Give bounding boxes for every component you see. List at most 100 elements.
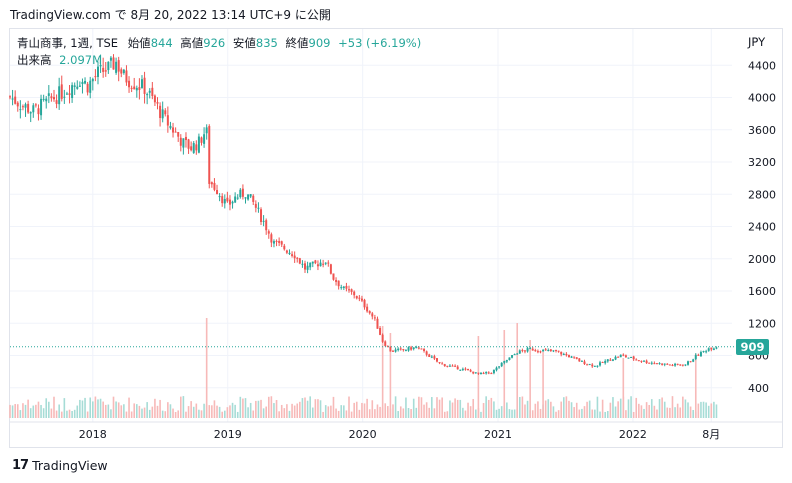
volume-bar [394, 396, 397, 418]
candle-body [236, 197, 239, 199]
volume-bar [441, 397, 443, 418]
candle-body [327, 262, 330, 264]
volume-label: 出来高 [17, 53, 52, 67]
volume-bar [612, 397, 614, 418]
candle-body [376, 318, 379, 329]
volume-bar [35, 404, 37, 418]
volume-bar [16, 404, 19, 418]
candle-body [68, 93, 71, 96]
candle-body [495, 367, 498, 371]
candle-body [60, 84, 63, 99]
candle-body [648, 362, 651, 364]
y-tick-label: 2000 [748, 253, 776, 266]
candle-body [681, 364, 684, 366]
candle-body [640, 360, 643, 362]
volume-bar [66, 410, 68, 418]
volume-bar [223, 410, 226, 418]
candle-body [619, 354, 622, 358]
candle-body [221, 196, 224, 204]
volume-bar [242, 398, 244, 418]
candle-body [498, 366, 501, 368]
candle-body [65, 93, 68, 95]
candle-body [684, 364, 687, 366]
volume-bar [490, 397, 493, 418]
volume-bar [418, 396, 420, 418]
candle-body [505, 360, 508, 362]
volume-bar [60, 411, 63, 418]
volume-bar [309, 396, 311, 418]
volume-bar [102, 401, 104, 418]
candle-body [298, 258, 301, 264]
y-axis-ticks: 4008001200160020002400280032003600400044… [748, 59, 776, 394]
volume-bar [97, 399, 99, 418]
volume-spike-bar [503, 330, 506, 418]
x-tick-label: 2021 [484, 428, 512, 441]
candle-body [254, 203, 257, 208]
candle-body [260, 209, 263, 222]
candle-body [562, 353, 565, 355]
low-value: 835 [255, 36, 278, 50]
volume-spike-bar [205, 318, 208, 418]
candle-body [143, 77, 146, 94]
volume-bar [431, 397, 433, 418]
volume-bar [374, 409, 376, 418]
x-tick-label: 8月 [702, 428, 720, 441]
volume-bar [71, 410, 73, 418]
candle-body [120, 69, 123, 74]
volume-bar [291, 403, 293, 418]
volume-bar [666, 407, 669, 418]
volume-bar [710, 403, 713, 418]
candle-body [24, 104, 27, 108]
candle-body [591, 364, 594, 367]
volume-bar [203, 403, 205, 418]
volume-bar [169, 404, 172, 418]
volume-bar [218, 406, 221, 418]
volume-bar [420, 397, 423, 418]
volume-bar [358, 409, 361, 418]
candle-body [428, 354, 431, 357]
volume-bar [115, 401, 117, 418]
volume-bar [650, 399, 653, 418]
candle-body [84, 80, 87, 84]
volume-bar [255, 400, 257, 418]
candle-body [485, 371, 488, 374]
candle-body [583, 361, 586, 365]
candle-body [115, 61, 118, 73]
volume-bar [648, 404, 650, 418]
volume-bar [697, 403, 700, 418]
tradingview-brand[interactable]: 17 TradingView [12, 458, 108, 473]
candle-body [674, 363, 677, 366]
candle-body [179, 137, 182, 146]
volume-bar [467, 402, 469, 418]
volume-bar [689, 406, 692, 418]
chart-caption: TradingView.com で 8月 20, 2022 13:14 UTC+… [10, 8, 331, 22]
candle-body [247, 194, 250, 200]
volume-bar [707, 405, 710, 418]
candle-body [280, 241, 283, 245]
volume-bar [552, 406, 555, 418]
brand-name: TradingView [32, 458, 108, 473]
volume-bar [410, 409, 412, 418]
volume-bar [112, 396, 115, 418]
candle-body [140, 79, 143, 88]
candle-body [531, 348, 534, 351]
volume-bar [428, 407, 431, 418]
volume-bar [679, 407, 682, 418]
candle-body [50, 96, 53, 99]
volume-bar [265, 406, 267, 418]
candle-body [689, 361, 692, 363]
candle-body [430, 356, 433, 358]
grid-lines [10, 29, 782, 423]
symbol-label[interactable]: 青山商事, 1週, TSE [17, 36, 119, 50]
volume-bar [645, 402, 648, 418]
candle-body [164, 110, 167, 115]
candle-body [34, 104, 37, 106]
candle-body [190, 146, 193, 151]
candle-body [464, 368, 467, 370]
volume-bar [454, 398, 456, 418]
candle-body [366, 306, 369, 312]
volume-spike-bar [389, 333, 392, 418]
volume-bar [296, 403, 299, 418]
candle-body [617, 356, 620, 358]
